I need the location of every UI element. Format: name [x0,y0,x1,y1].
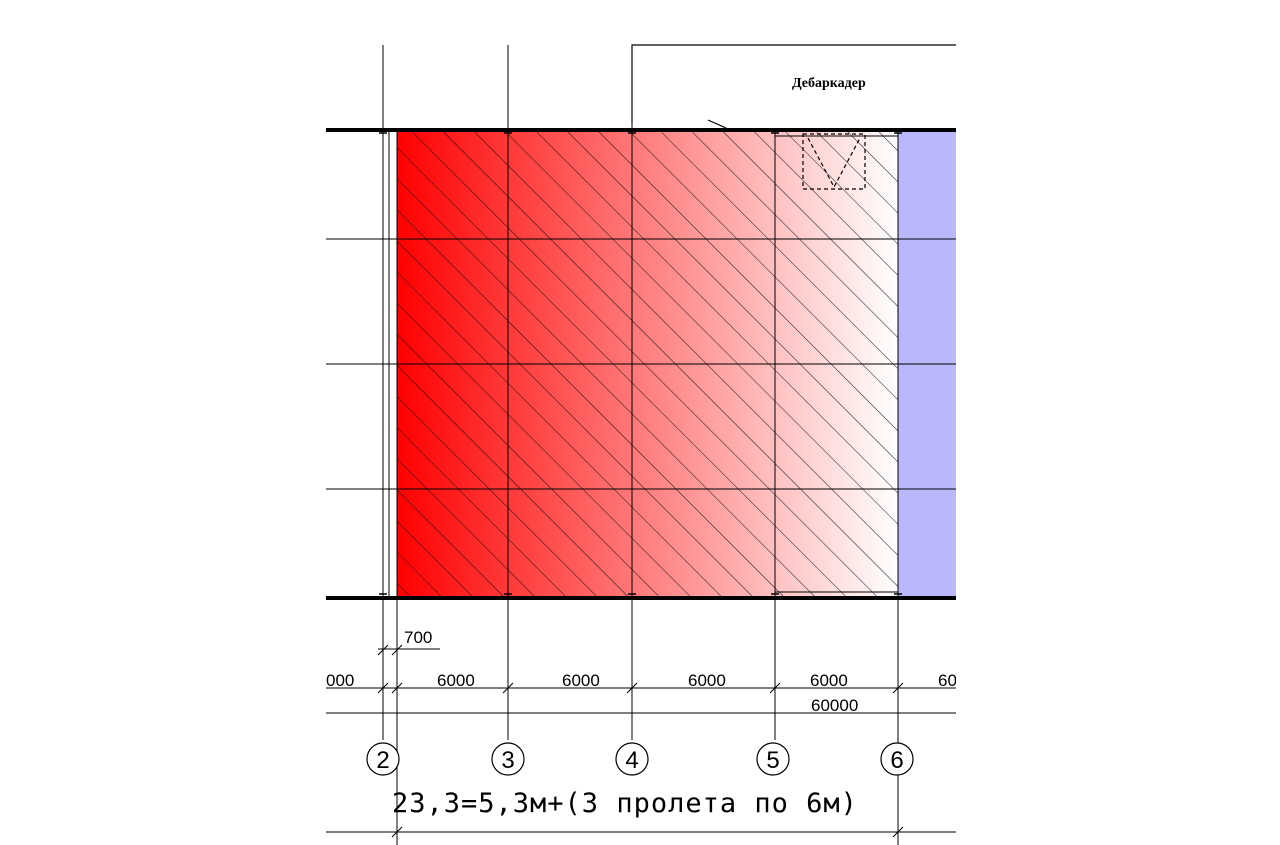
wall-ticks [379,132,902,595]
span-dimension-label: 6000 [810,671,848,690]
axis-marker-5: 5 [756,742,790,776]
span-formula-title: 23,3=5,3м+(3 пролета по 6м) [392,788,858,819]
left-cut-dimension-label: 000 [326,671,354,690]
span-dimension-label: 6000 [562,671,600,690]
svg-text:2: 2 [376,747,389,774]
svg-text:3: 3 [501,747,514,774]
horizontal-grid-lines [326,238,956,490]
span-dimension-label: 6000 [437,671,475,690]
offset-dimension-label: 700 [404,628,432,647]
right-cut-dimension-label: 60 [938,671,957,690]
svg-text:5: 5 [766,747,779,774]
svg-text:6: 6 [890,747,903,774]
axis-marker-2: 2 [366,742,400,776]
vertical-axis-lines [382,45,899,845]
dimension-lines [326,644,956,838]
dock-label: Дебаркадер [792,76,866,91]
span-dimension-label: 6000 [688,671,726,690]
axis-marker-3: 3 [491,742,525,776]
axis-marker-6: 6 [880,742,914,776]
dock-outline [631,44,956,129]
total-dimension-label: 60000 [811,696,858,715]
dashed-opening-symbol [802,133,866,190]
axis-marker-4: 4 [615,742,649,776]
top-strip-5-6 [775,135,898,593]
svg-text:4: 4 [625,747,638,774]
walls [326,128,956,600]
